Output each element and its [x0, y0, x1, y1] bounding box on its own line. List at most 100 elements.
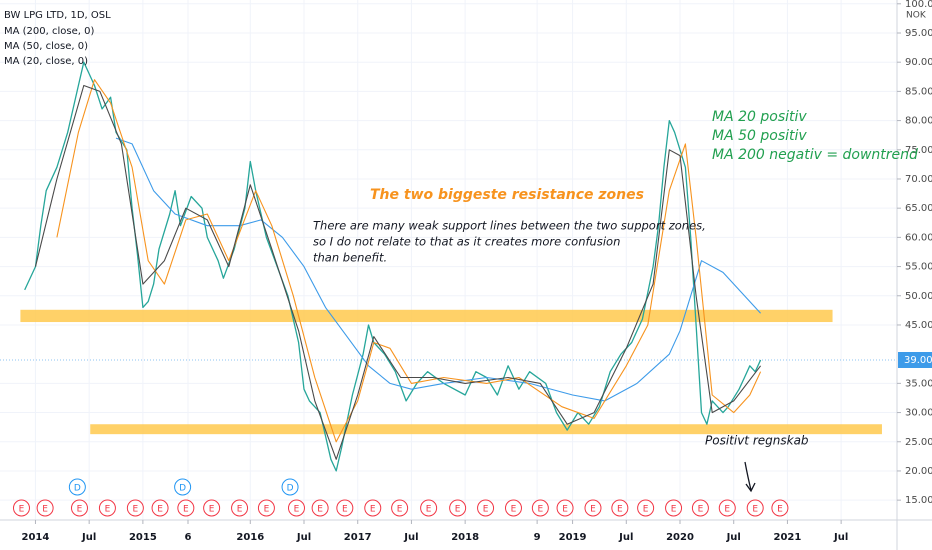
y-tick-label: 90.00 — [905, 57, 932, 68]
earnings-marker — [504, 499, 522, 517]
legend-entry: MA (20, close, 0) — [4, 56, 88, 67]
last-price-label: 39.00 — [904, 355, 932, 366]
earnings-label: E — [511, 505, 517, 515]
y-tick-label: 50.00 — [905, 291, 932, 302]
earnings-marker — [177, 499, 195, 517]
earnings-marker — [126, 499, 144, 517]
annotation: The two biggeste resistance zones — [370, 187, 644, 203]
annotation: so I do not relate to that as it creates… — [313, 235, 620, 249]
earnings-marker — [336, 499, 354, 517]
x-tick-label: Jul — [726, 532, 741, 543]
axes: 100.00 95.00 90.00 85.00 80.00 75.00 70.00 65.0… — [4, 0, 932, 543]
earnings-marker — [746, 499, 764, 517]
earnings-marker — [36, 499, 54, 517]
earnings-marker — [311, 499, 329, 517]
earnings-label: E — [562, 505, 568, 515]
earnings-label: E — [752, 505, 758, 515]
x-tick-label: 9 — [534, 532, 541, 543]
ma-line — [115, 137, 762, 402]
earnings-label: E — [643, 505, 649, 515]
earnings-label: E — [19, 505, 25, 515]
earnings-label: E — [157, 505, 163, 515]
earnings-label: E — [397, 505, 403, 515]
earnings-marker — [584, 499, 602, 517]
earnings-marker — [203, 499, 221, 517]
earnings-marker — [231, 499, 249, 517]
dividend-marker — [281, 478, 299, 496]
earnings-label: E — [590, 505, 596, 515]
earnings-label: E — [294, 505, 300, 515]
x-tick-label: Jul — [833, 532, 848, 543]
x-tick-label: 2020 — [666, 532, 694, 543]
dividend-label: D — [74, 484, 81, 494]
y-tick-label: 25.00 — [905, 437, 932, 448]
y-tick-label: 95.00 — [905, 28, 932, 39]
earnings-label: E — [105, 505, 111, 515]
x-tick-label: 2016 — [236, 532, 264, 543]
y-tick-label: 85.00 — [905, 86, 932, 97]
currency: NOK — [906, 11, 927, 21]
arrow — [744, 461, 756, 493]
earnings-label: E — [77, 505, 83, 515]
earnings-marker — [287, 499, 305, 517]
dividend-label: D — [287, 484, 294, 494]
earnings-marker — [637, 499, 655, 517]
earnings-label: E — [370, 505, 376, 515]
annotation: MA 20 positiv — [712, 109, 807, 125]
x-tick-label: Jul — [618, 532, 633, 543]
x-tick-label: 2018 — [451, 532, 479, 543]
dividend-marker — [68, 478, 86, 496]
earnings-label: E — [777, 505, 783, 515]
y-tick-label: 35.00 — [905, 378, 932, 389]
y-tick-label: 60.00 — [905, 232, 932, 243]
earnings-label: E — [342, 505, 348, 515]
x-tick-label: Jul — [296, 532, 311, 543]
y-tick-label: 70.00 — [905, 174, 932, 185]
earnings-marker — [691, 499, 709, 517]
earnings-label: E — [133, 505, 139, 515]
earnings-marker — [151, 499, 169, 517]
earnings-marker — [12, 499, 30, 517]
earnings-marker — [556, 499, 574, 517]
resistance-zone — [90, 424, 882, 435]
y-tick-label: 55.00 — [905, 262, 932, 273]
dividend-label: D — [179, 484, 186, 494]
y-tick-label: 15.00 — [905, 495, 932, 506]
x-tick-label: 2017 — [344, 532, 372, 543]
marks: E E E E E E E E E E E E E E E E E E E E E E E E E E E E E D D D — [0, 61, 897, 517]
annotation: There are many weak support lines betwee… — [313, 219, 706, 233]
earnings-label: E — [209, 505, 215, 515]
y-tick-label: 100.00 — [905, 0, 932, 10]
earnings-marker — [771, 499, 789, 517]
earnings-marker — [391, 499, 409, 517]
earnings-marker — [665, 499, 683, 517]
earnings-label: E — [724, 505, 730, 515]
earnings-marker — [420, 499, 438, 517]
legend-entry: MA (200, close, 0) — [4, 26, 94, 37]
earnings-marker — [477, 499, 495, 517]
earnings-label: E — [617, 505, 623, 515]
annotation: MA 200 negativ = downtrend — [712, 147, 918, 163]
earnings-marker — [70, 499, 88, 517]
ma-line — [34, 84, 762, 460]
earnings-marker — [449, 499, 467, 517]
legend-entry: MA (50, close, 0) — [4, 41, 88, 52]
earnings-label: E — [671, 505, 677, 515]
earnings-label: E — [317, 505, 323, 515]
earnings-marker — [364, 499, 382, 517]
earnings-label: E — [183, 505, 189, 515]
earnings-marker — [531, 499, 549, 517]
annotation: MA 50 positiv — [712, 128, 807, 144]
earnings-label: E — [455, 505, 461, 515]
dividend-marker — [174, 478, 192, 496]
x-tick-label: Jul — [403, 532, 418, 543]
legend-title: BW LPG LTD, 1D, OSL — [4, 10, 111, 21]
resistance-zone — [20, 309, 833, 323]
annotation: than benefit. — [313, 251, 387, 265]
y-tick-label: 45.00 — [905, 320, 932, 331]
y-tick-label: 20.00 — [905, 466, 932, 477]
last-price-box — [898, 352, 932, 368]
x-tick-label: Jul — [81, 532, 96, 543]
earnings-label: E — [698, 505, 704, 515]
